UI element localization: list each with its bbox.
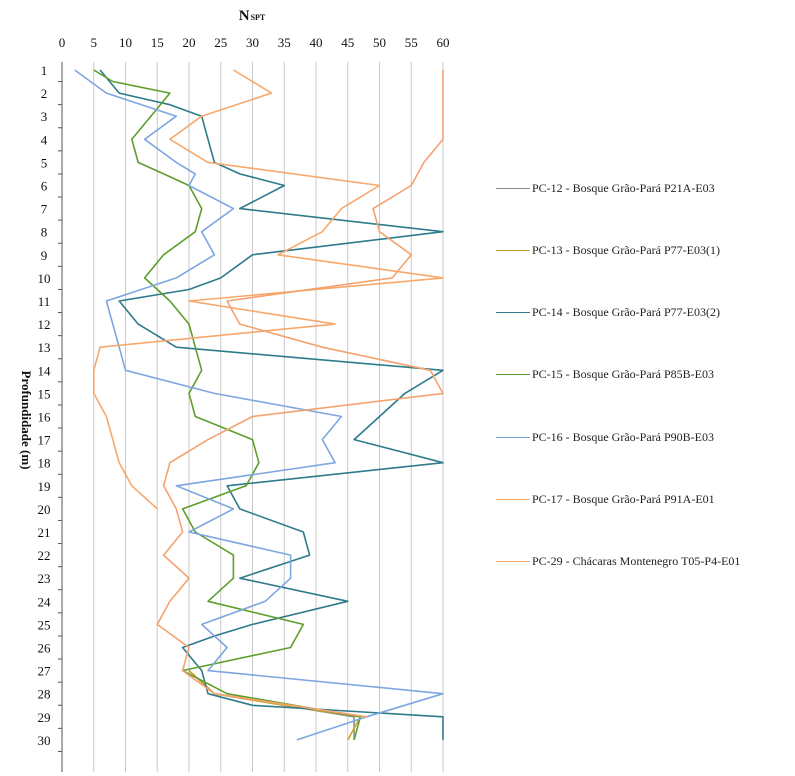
series-lines	[74, 69, 444, 741]
x-tick-label: 25	[214, 35, 227, 50]
legend-label: PC-13 - Bosque Grão-Pará P77-E03(1)	[532, 242, 720, 257]
y-tick-label: 17	[38, 433, 52, 448]
legend-label: PC-15 - Bosque Grão-Pará P85B-E03	[532, 367, 714, 382]
x-tick-label: 55	[405, 35, 418, 50]
x-tick-label: 10	[119, 35, 132, 50]
y-tick-label: 23	[38, 571, 51, 586]
legend-swatch	[496, 312, 530, 314]
y-tick-label: 18	[38, 456, 51, 471]
legend-swatch	[496, 436, 530, 438]
x-tick-label: 60	[437, 35, 450, 50]
y-tick-label: 4	[41, 132, 48, 147]
legend-swatch	[496, 187, 530, 189]
series-line-2	[188, 670, 362, 741]
x-axis-ticks: 0 5 10 15 20 25 30 35 40 45 50 55 60	[59, 35, 450, 50]
y-axis: 1234567891011121314151617181920212223242…	[38, 62, 63, 772]
x-tick-label: 0	[59, 35, 66, 50]
x-tick-label: 5	[91, 35, 98, 50]
legend-item-6: PC-17 - Bosque Grão-Pará P91A-E01	[496, 492, 715, 508]
y-tick-label: 24	[38, 594, 52, 609]
y-tick-label: 25	[38, 617, 51, 632]
vertical-gridlines	[93, 62, 444, 772]
legend-label: PC-14 - Bosque Grão-Pará P77-E03(2)	[532, 305, 720, 320]
legend-swatch	[496, 374, 530, 376]
legend-label: PC-16 - Bosque Grão-Pará P90B-E03	[532, 429, 714, 444]
legend-item-2: PC-13 - Bosque Grão-Pará P77-E03(1)	[496, 242, 720, 258]
y-tick-label: 12	[38, 317, 51, 332]
y-tick-label: 16	[38, 410, 52, 425]
legend-swatch	[496, 499, 530, 500]
legend-item-7: PC-29 - Chácaras Montenegro T05-P4-E01	[496, 554, 740, 570]
y-tick-label: 11	[38, 294, 51, 309]
chart-title: NSPT	[239, 8, 266, 24]
x-tick-label: 20	[183, 35, 196, 50]
y-tick-label: 27	[38, 664, 52, 679]
series-line-4	[93, 69, 362, 741]
series-line-7	[156, 70, 444, 718]
y-tick-label: 10	[38, 271, 51, 286]
y-tick-label: 2	[41, 86, 48, 101]
y-tick-label: 26	[38, 641, 52, 656]
series-line-5	[74, 69, 444, 741]
legend-item-4: PC-15 - Bosque Grão-Pará P85B-E03	[496, 367, 714, 383]
legend-item-3: PC-14 - Bosque Grão-Pará P77-E03(2)	[496, 305, 720, 321]
legend-swatch	[496, 249, 530, 251]
y-tick-label: 13	[38, 340, 51, 355]
y-tick-label: 28	[38, 687, 51, 702]
legend-label: PC-17 - Bosque Grão-Pará P91A-E01	[532, 492, 715, 506]
y-tick-label: 22	[38, 548, 51, 563]
legend-item-1: PC-12 - Bosque Grão-Pará P21A-E03	[496, 180, 715, 196]
legend-label: PC-12 - Bosque Grão-Pará P21A-E03	[532, 180, 715, 195]
y-tick-label: 20	[38, 502, 51, 517]
y-tick-label: 8	[41, 225, 48, 240]
x-tick-label: 15	[151, 35, 164, 50]
series-line-6	[93, 69, 444, 510]
y-tick-label: 9	[41, 248, 48, 263]
x-tick-label: 30	[246, 35, 259, 50]
y-tick-label: 21	[38, 525, 51, 540]
y-tick-label: 19	[38, 479, 51, 494]
x-tick-label: 50	[373, 35, 386, 50]
y-tick-label: 14	[38, 363, 52, 378]
x-tick-label: 40	[310, 35, 323, 50]
y-tick-label: 1	[41, 63, 48, 78]
legend-swatch	[496, 561, 530, 563]
y-tick-label: 30	[38, 733, 51, 748]
y-tick-label: 5	[41, 155, 48, 170]
y-tick-label: 6	[41, 179, 48, 194]
y-tick-label: 29	[38, 710, 51, 725]
y-tick-label: 7	[41, 202, 48, 217]
legend-item-5: PC-16 - Bosque Grão-Pará P90B-E03	[496, 429, 714, 445]
y-axis-title: Profundidade (m)	[19, 370, 34, 469]
legend-label: PC-29 - Chácaras Montenegro T05-P4-E01	[532, 554, 741, 569]
x-tick-label: 45	[341, 35, 354, 50]
y-tick-label: 15	[38, 386, 51, 401]
series-line-3	[99, 69, 444, 740]
y-tick-label: 3	[41, 109, 48, 124]
x-tick-label: 35	[278, 35, 291, 50]
